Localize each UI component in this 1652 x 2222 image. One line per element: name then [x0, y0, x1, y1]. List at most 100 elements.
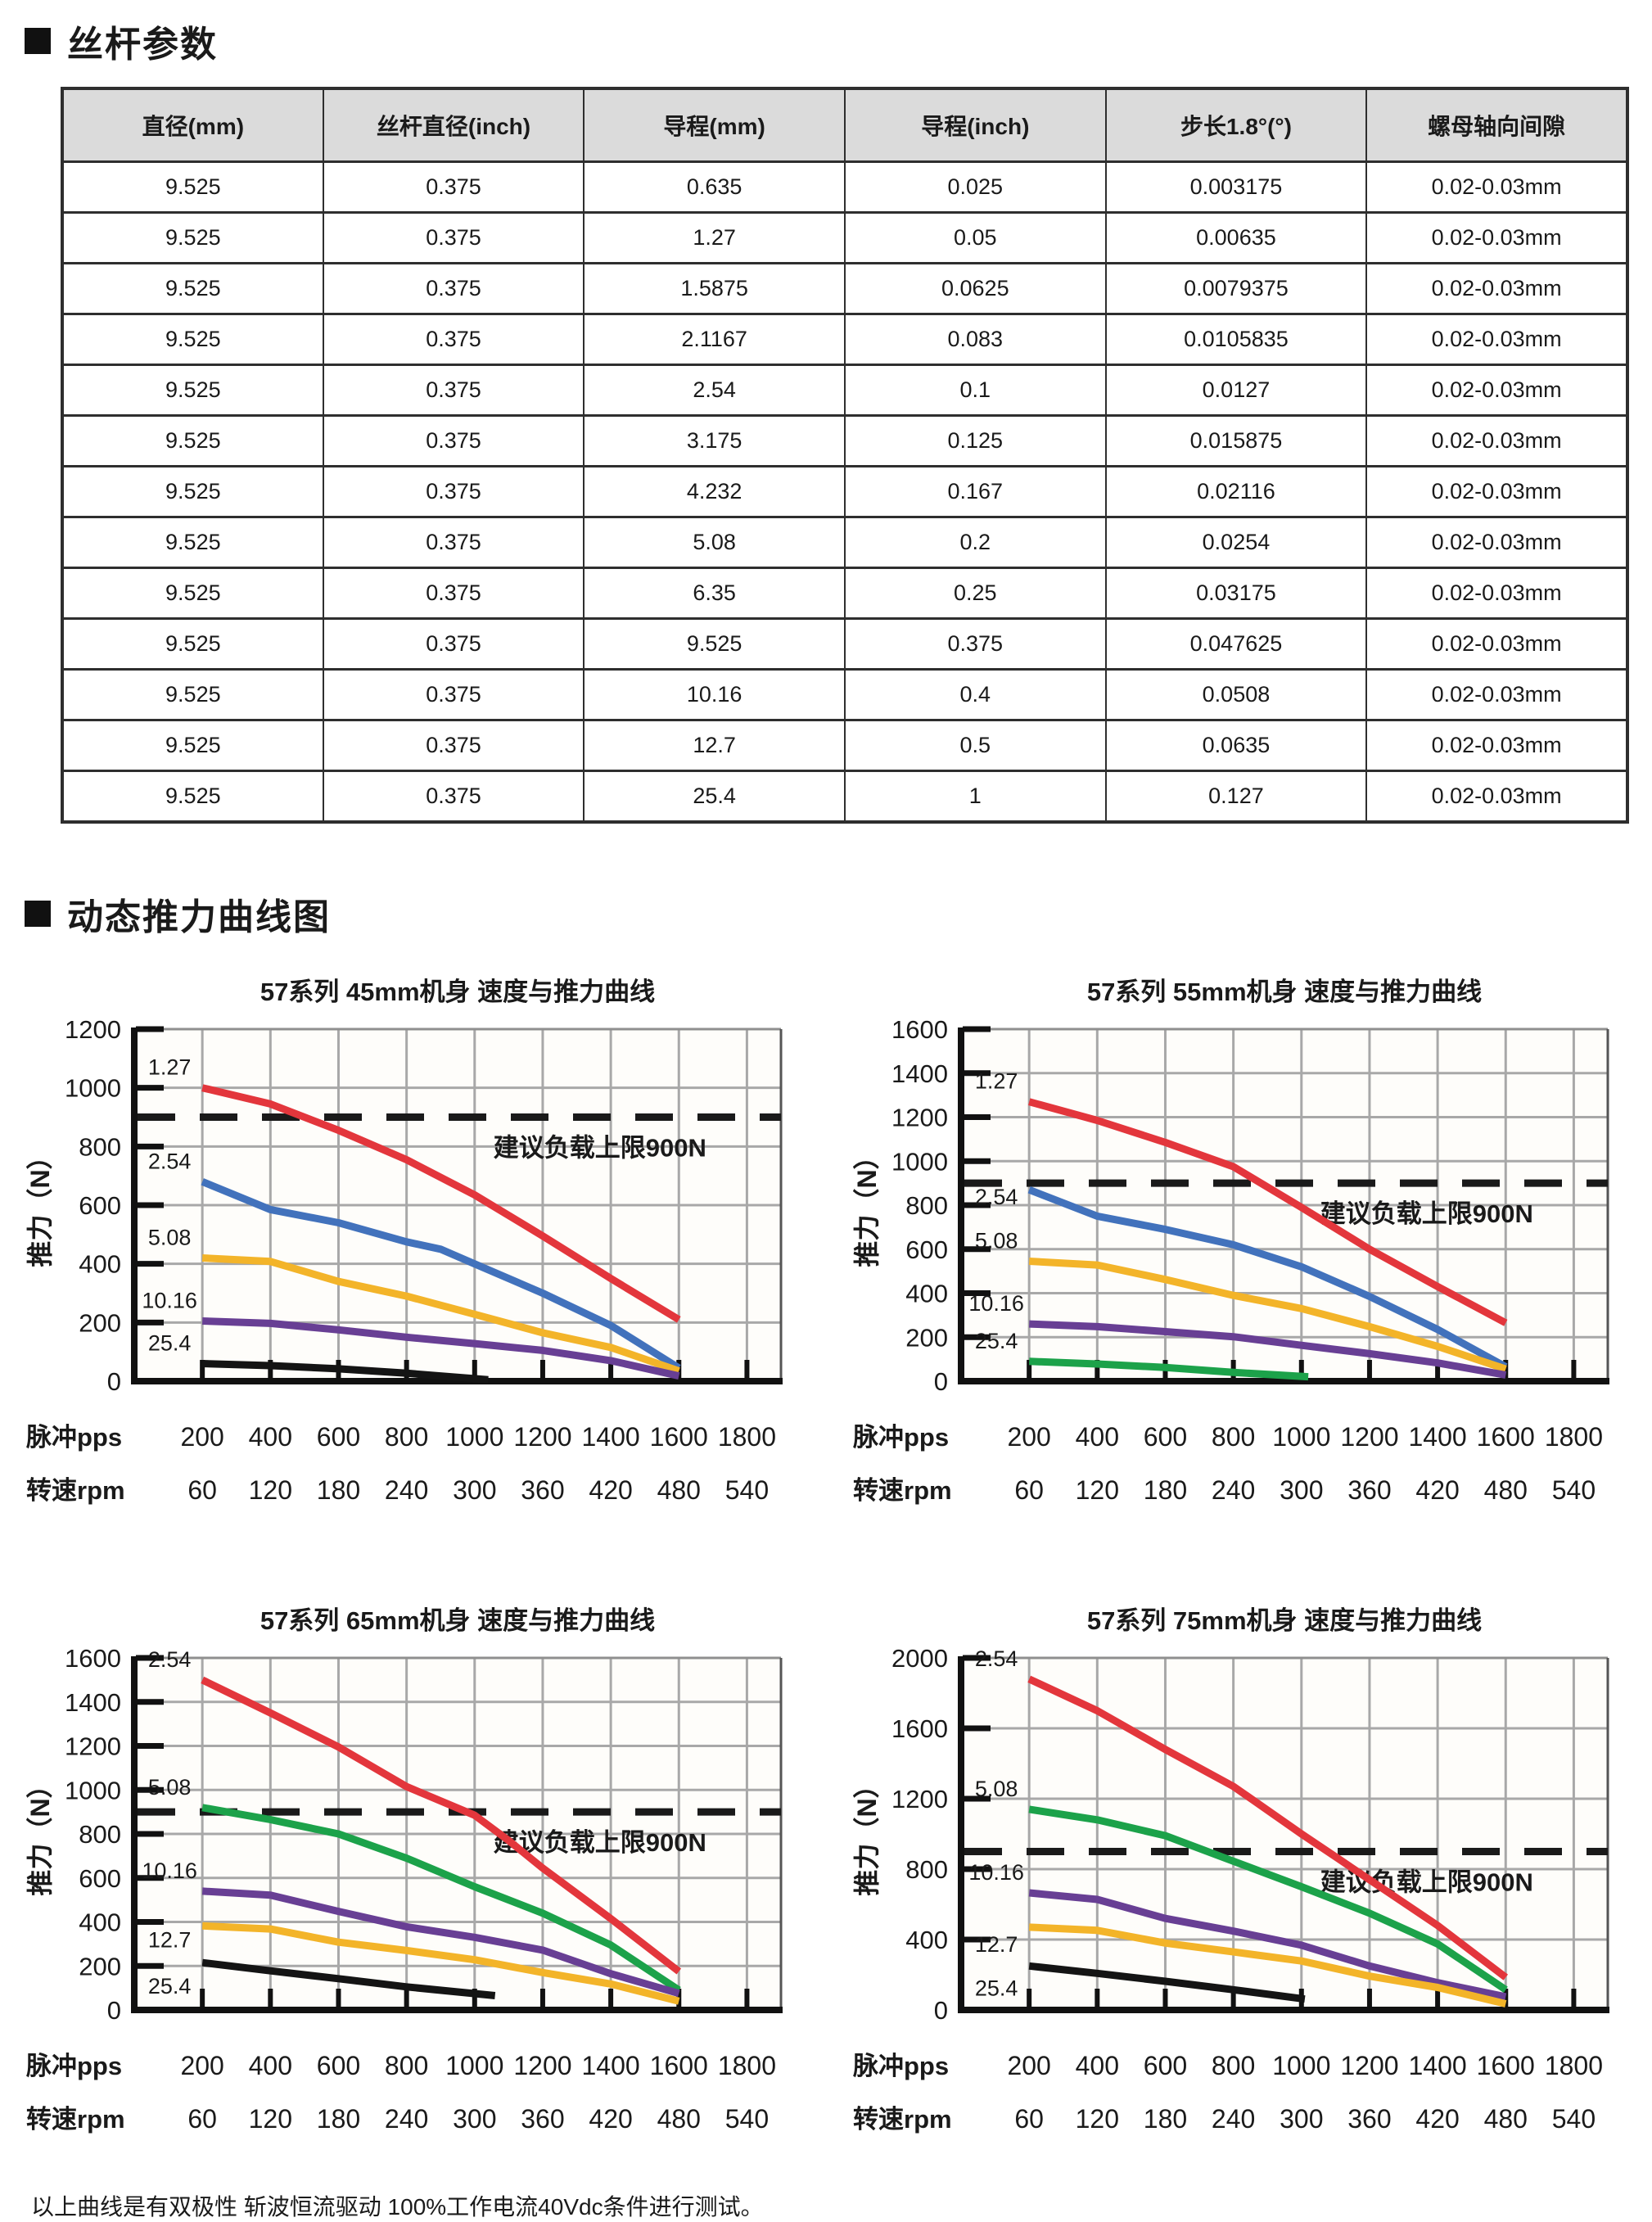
y-tick-label: 1400: [891, 1059, 948, 1088]
series-label-2.54: 2.54: [975, 1185, 1018, 1209]
table-row: 9.525 0.375 3.175 0.125 0.015875 0.02-0.03mm: [61, 414, 1628, 467]
x-tick-label: 180: [317, 2104, 360, 2134]
x-tick-label: 480: [1484, 1475, 1528, 1505]
x-tick-label: 360: [1347, 2104, 1391, 2134]
table-cell: 12.7: [583, 719, 846, 772]
table-cell: 0.167: [843, 465, 1107, 518]
table-cell: 0.02-0.03mm: [1365, 262, 1628, 315]
table-cell: 0.0635: [1104, 719, 1368, 772]
x-axis-row-label: 脉冲pps: [26, 1423, 122, 1452]
series-curve-10.16: [1029, 1320, 1507, 1379]
column-header: 导程(mm): [583, 88, 846, 163]
table-cell: 0.0625: [843, 262, 1107, 315]
x-tick-label: 1200: [513, 1422, 571, 1452]
x-axis-row-label: 转速rpm: [853, 1476, 952, 1505]
table-cell: 0.375: [322, 465, 585, 518]
x-tick-label: 60: [187, 1475, 217, 1505]
x-tick-label: 1400: [582, 1422, 640, 1452]
x-tick-label: 420: [1415, 1475, 1459, 1505]
x-tick-label: 360: [521, 2104, 564, 2134]
table-cell: 0.05: [843, 211, 1107, 264]
table-cell: 0.375: [322, 211, 585, 264]
series-curve-25.4: [202, 1360, 489, 1384]
y-tick-label: 200: [79, 1308, 121, 1337]
series-label-25.4: 25.4: [148, 1331, 192, 1356]
x-tick-label: 400: [249, 2051, 292, 2080]
y-tick-label: 400: [905, 1926, 948, 1954]
table-cell: 0.02-0.03mm: [1365, 465, 1628, 518]
table-cell: 1.27: [583, 211, 846, 264]
series-curve-2.54: [1027, 1675, 1509, 1980]
series-curve-25.4: [1029, 1357, 1309, 1381]
series-curve-25.4: [201, 1958, 496, 1999]
series-label-5.08: 5.08: [975, 1229, 1018, 1253]
series-label-2.54: 2.54: [975, 1646, 1018, 1671]
table-cell: 9.525: [61, 364, 324, 417]
x-tick-label: 180: [1144, 2104, 1187, 2134]
y-tick-label: 1200: [891, 1104, 948, 1132]
thrust-chart-svg-4: 建议负载上限900N2.545.0810.1612.725.4040080012…: [852, 1606, 1609, 2134]
x-tick-label: 360: [521, 1475, 564, 1505]
x-tick-label: 800: [1212, 1422, 1255, 1452]
y-tick-label: 200: [905, 1323, 948, 1352]
table-cell: 0.127: [1104, 770, 1368, 823]
series-curve-5.08: [1028, 1258, 1507, 1373]
x-tick-label: 600: [317, 1422, 360, 1452]
table-cell: 0.02-0.03mm: [1365, 770, 1628, 823]
table-row: 9.525 0.375 0.635 0.025 0.003175 0.02-0.03mm: [61, 160, 1628, 214]
y-tick-label: 1000: [891, 1147, 948, 1176]
table-row: 9.525 0.375 25.4 1 0.127 0.02-0.03mm: [61, 770, 1628, 823]
table-row: 9.525 0.375 1.5875 0.0625 0.0079375 0.02-0.03…: [61, 262, 1628, 315]
x-tick-label: 1800: [718, 2051, 776, 2080]
series-label-2.54: 2.54: [148, 1647, 192, 1672]
series-label-5.08: 5.08: [975, 1777, 1018, 1801]
table-cell: 0.02-0.03mm: [1365, 567, 1628, 620]
footer-note: 以上曲线是有双极性 斩波恒流驱动 100%工作电流40Vdc条件进行测试。: [31, 2194, 764, 2220]
x-tick-label: 1000: [445, 1422, 503, 1452]
table-cell: 0.02-0.03mm: [1365, 668, 1628, 721]
table-cell: 0.02-0.03mm: [1365, 719, 1628, 772]
x-tick-label: 1000: [1272, 2051, 1330, 2080]
table-cell: 0.2: [843, 516, 1107, 569]
table-cell: 3.175: [583, 414, 846, 467]
table-row: 9.525 0.375 4.232 0.167 0.02116 0.02-0.03mm: [61, 465, 1628, 518]
y-tick-label: 1600: [65, 1644, 121, 1673]
x-tick-label: 300: [1280, 1475, 1323, 1505]
table-cell: 0.0254: [1104, 516, 1368, 569]
series-curve-10.16: [202, 1317, 680, 1380]
series-curve-1.27: [201, 1084, 681, 1323]
series-curve-25.4: [1028, 1962, 1306, 2003]
series-curve-2.54: [1027, 1186, 1508, 1371]
table-cell: 0.02-0.03mm: [1365, 313, 1628, 366]
table-cell: 0.375: [322, 567, 585, 620]
table-cell: 0.02-0.03mm: [1365, 160, 1628, 214]
y-axis-label: 推力（N）: [25, 1143, 55, 1267]
x-tick-label: 120: [249, 2104, 292, 2134]
x-tick-label: 400: [1076, 1422, 1119, 1452]
table-cell: 0.047625: [1104, 617, 1368, 671]
x-tick-label: 120: [1076, 2104, 1119, 2134]
table-row: 9.525 0.375 6.35 0.25 0.03175 0.02-0.03mm: [61, 567, 1628, 620]
series-label-10.16: 10.16: [142, 1289, 197, 1313]
y-tick-label: 600: [79, 1191, 121, 1220]
y-tick-label: 0: [107, 1996, 121, 2025]
x-tick-label: 1800: [1545, 2051, 1603, 2080]
series-label-1.27: 1.27: [148, 1055, 192, 1080]
x-tick-label: 540: [725, 1475, 769, 1505]
series-label-25.4: 25.4: [148, 1974, 192, 1998]
thrust-chart-svg-3: 建议负载上限900N 2.54 5.08 10.16 12.7 25.4 0 200 400 60…: [25, 1606, 783, 2134]
table-row: 9.525 0.375 2.1167 0.083 0.0105835 0.02-0.03m…: [61, 313, 1628, 366]
y-axis-label: 推力（N）: [852, 1143, 882, 1267]
y-tick-label: 1200: [65, 1732, 121, 1761]
series-curve-12.7: [201, 1922, 680, 2005]
series-curve-2.54: [201, 1676, 682, 1975]
column-header: 导程(inch): [843, 88, 1107, 163]
table-cell: 5.08: [583, 516, 846, 569]
x-tick-label: 1800: [1545, 1422, 1603, 1452]
x-tick-label: 800: [1212, 2051, 1255, 2080]
table-cell: 0.0079375: [1104, 262, 1368, 315]
table-row: 9.525 0.375 2.54 0.1 0.0127 0.02-0.03mm: [61, 364, 1628, 417]
x-tick-label: 240: [1212, 2104, 1255, 2134]
y-tick-label: 1000: [65, 1776, 121, 1804]
